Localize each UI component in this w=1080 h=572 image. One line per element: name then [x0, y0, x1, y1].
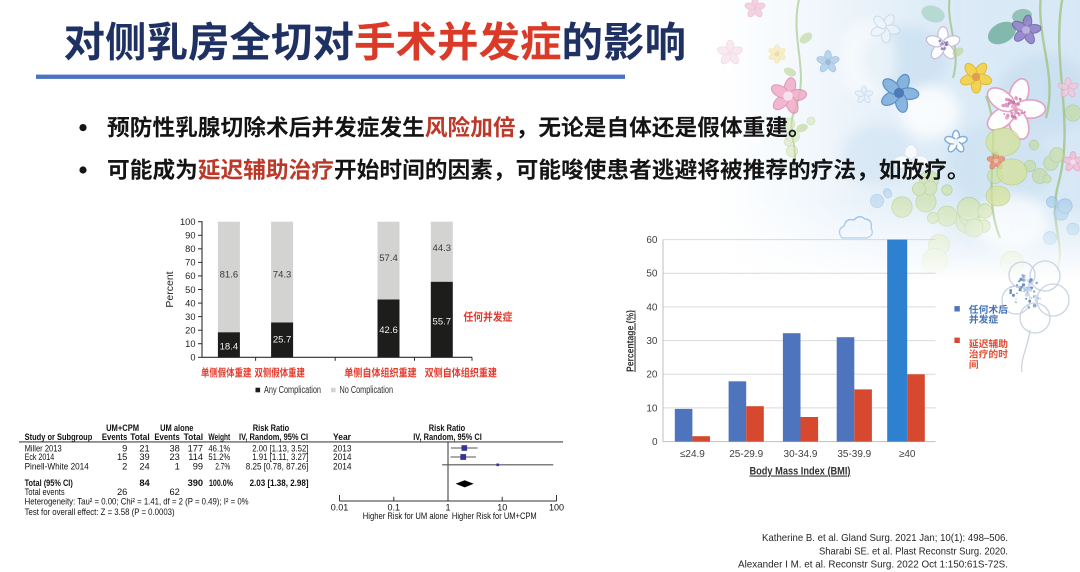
svg-text:Total (95% CI): Total (95% CI): [25, 478, 73, 488]
svg-text:1: 1: [445, 503, 450, 513]
svg-text:50: 50: [646, 269, 658, 280]
svg-text:40: 40: [646, 302, 658, 313]
svg-text:60: 60: [646, 235, 658, 246]
svg-text:39: 39: [139, 452, 149, 462]
svg-text:30: 30: [185, 312, 195, 322]
svg-text:23: 23: [169, 452, 179, 462]
svg-text:IV, Random, 95% CI: IV, Random, 95% CI: [239, 432, 308, 442]
svg-text:50: 50: [185, 285, 195, 295]
svg-text:Alexander I M. et al. Reconst: Alexander I M. et al. Reconstr Surg. 202…: [738, 560, 1008, 571]
svg-text:Test for overall effect: Z = 3: Test for overall effect: Z = 3.58 (P = 0…: [25, 507, 175, 517]
svg-text:100.0%: 100.0%: [209, 478, 234, 488]
svg-text:Any Complication: Any Complication: [264, 385, 321, 396]
svg-text:2: 2: [122, 461, 127, 471]
svg-text:Katherine B. et al. Gland Surg: Katherine B. et al. Gland Surg. 2021 Jan…: [762, 533, 1008, 544]
svg-text:84: 84: [139, 478, 150, 488]
svg-text:51.2%: 51.2%: [208, 452, 230, 462]
svg-text:10: 10: [497, 503, 507, 513]
svg-text:38: 38: [169, 443, 179, 453]
svg-text:Percent: Percent: [164, 271, 176, 307]
svg-text:60: 60: [185, 271, 195, 281]
svg-text:1: 1: [175, 461, 180, 471]
svg-text:26: 26: [117, 487, 127, 497]
svg-text:81.6: 81.6: [220, 270, 239, 281]
svg-text:35-39.9: 35-39.9: [837, 449, 871, 460]
svg-text:Body Mass Index (BMI): Body Mass Index (BMI): [750, 466, 851, 478]
svg-text:≤24.9: ≤24.9: [680, 449, 705, 460]
svg-text:IV, Random, 95% CI: IV, Random, 95% CI: [413, 432, 482, 442]
svg-text:55.7: 55.7: [433, 316, 452, 327]
svg-text:10: 10: [646, 403, 658, 414]
svg-text:390: 390: [188, 478, 204, 488]
svg-text:30-34.9: 30-34.9: [784, 449, 818, 460]
svg-text:Sharabi SE. et al. Plast Recon: Sharabi SE. et al. Plast Reconstr Surg. …: [819, 546, 1008, 557]
svg-text:70: 70: [185, 258, 195, 268]
svg-text:0.01: 0.01: [331, 503, 349, 513]
svg-text:2014: 2014: [333, 452, 352, 462]
svg-text:10: 10: [185, 339, 195, 349]
svg-text:Higher Risk for UM+CPM: Higher Risk for UM+CPM: [452, 511, 537, 521]
svg-text:90: 90: [185, 231, 195, 241]
svg-text:40: 40: [185, 298, 195, 308]
svg-text:2014: 2014: [333, 461, 352, 471]
svg-text:2.03 [1.38, 2.98]: 2.03 [1.38, 2.98]: [250, 478, 309, 488]
svg-text:Risk Ratio: Risk Ratio: [253, 423, 290, 433]
svg-text:UM alone: UM alone: [160, 423, 193, 433]
svg-text:100: 100: [180, 217, 196, 227]
svg-text:80: 80: [185, 244, 195, 254]
svg-text:21: 21: [139, 443, 149, 453]
svg-text:Eck 2014: Eck 2014: [25, 452, 55, 462]
svg-text:30: 30: [646, 336, 658, 347]
svg-text:Risk Ratio: Risk Ratio: [429, 423, 466, 433]
svg-text:46.1%: 46.1%: [208, 443, 230, 453]
svg-text:Pinell-White 2014: Pinell-White 2014: [25, 461, 89, 471]
svg-text:Percentage (%): Percentage (%): [625, 310, 637, 372]
svg-text:Heterogeneity: Tau² = 0.00; Ch: Heterogeneity: Tau² = 0.00; Chi² = 1.41,…: [25, 497, 249, 507]
svg-text:≥40: ≥40: [899, 449, 916, 460]
svg-text:24: 24: [139, 461, 149, 471]
svg-text:99: 99: [193, 461, 203, 471]
svg-text:57.4: 57.4: [379, 253, 398, 264]
svg-text:44.3: 44.3: [433, 243, 452, 254]
svg-text:20: 20: [646, 370, 658, 381]
svg-text:18.4: 18.4: [220, 341, 239, 352]
svg-text:2.00 [1.13, 3.52]: 2.00 [1.13, 3.52]: [252, 443, 308, 453]
svg-text:Year: Year: [333, 432, 351, 442]
svg-text:Weight: Weight: [208, 432, 230, 442]
svg-text:25.7: 25.7: [273, 335, 292, 346]
svg-text:42.6: 42.6: [379, 325, 398, 336]
svg-text:Total events: Total events: [25, 487, 65, 497]
svg-text:Total: Total: [130, 432, 150, 442]
svg-text:2.7%: 2.7%: [215, 461, 230, 471]
svg-text:Events: Events: [102, 432, 127, 442]
svg-text:8.25 [0.78, 87.26]: 8.25 [0.78, 87.26]: [246, 461, 309, 471]
svg-text:177: 177: [188, 443, 204, 453]
svg-text:25-29.9: 25-29.9: [729, 449, 763, 460]
svg-text:114: 114: [188, 452, 203, 462]
svg-text:0.1: 0.1: [387, 503, 400, 513]
svg-text:Higher Risk for UM alone: Higher Risk for UM alone: [363, 511, 448, 521]
svg-text:Miller 2013: Miller 2013: [25, 443, 62, 453]
svg-text:No Complication: No Complication: [340, 385, 394, 396]
svg-text:0: 0: [652, 437, 658, 448]
svg-text:Total: Total: [184, 432, 204, 442]
svg-text:74.3: 74.3: [273, 270, 292, 281]
svg-text:62: 62: [169, 487, 179, 497]
svg-text:20: 20: [185, 326, 195, 336]
svg-text:100: 100: [549, 503, 564, 513]
svg-text:9: 9: [122, 443, 127, 453]
svg-text:1.91 [1.11, 3.27]: 1.91 [1.11, 3.27]: [252, 452, 308, 462]
svg-text:UM+CPM: UM+CPM: [106, 423, 139, 433]
svg-text:2013: 2013: [333, 443, 352, 453]
svg-text:15: 15: [117, 452, 127, 462]
svg-text:Study or Subgroup: Study or Subgroup: [25, 432, 93, 442]
svg-text:0: 0: [190, 353, 195, 363]
svg-text:Events: Events: [154, 432, 179, 442]
